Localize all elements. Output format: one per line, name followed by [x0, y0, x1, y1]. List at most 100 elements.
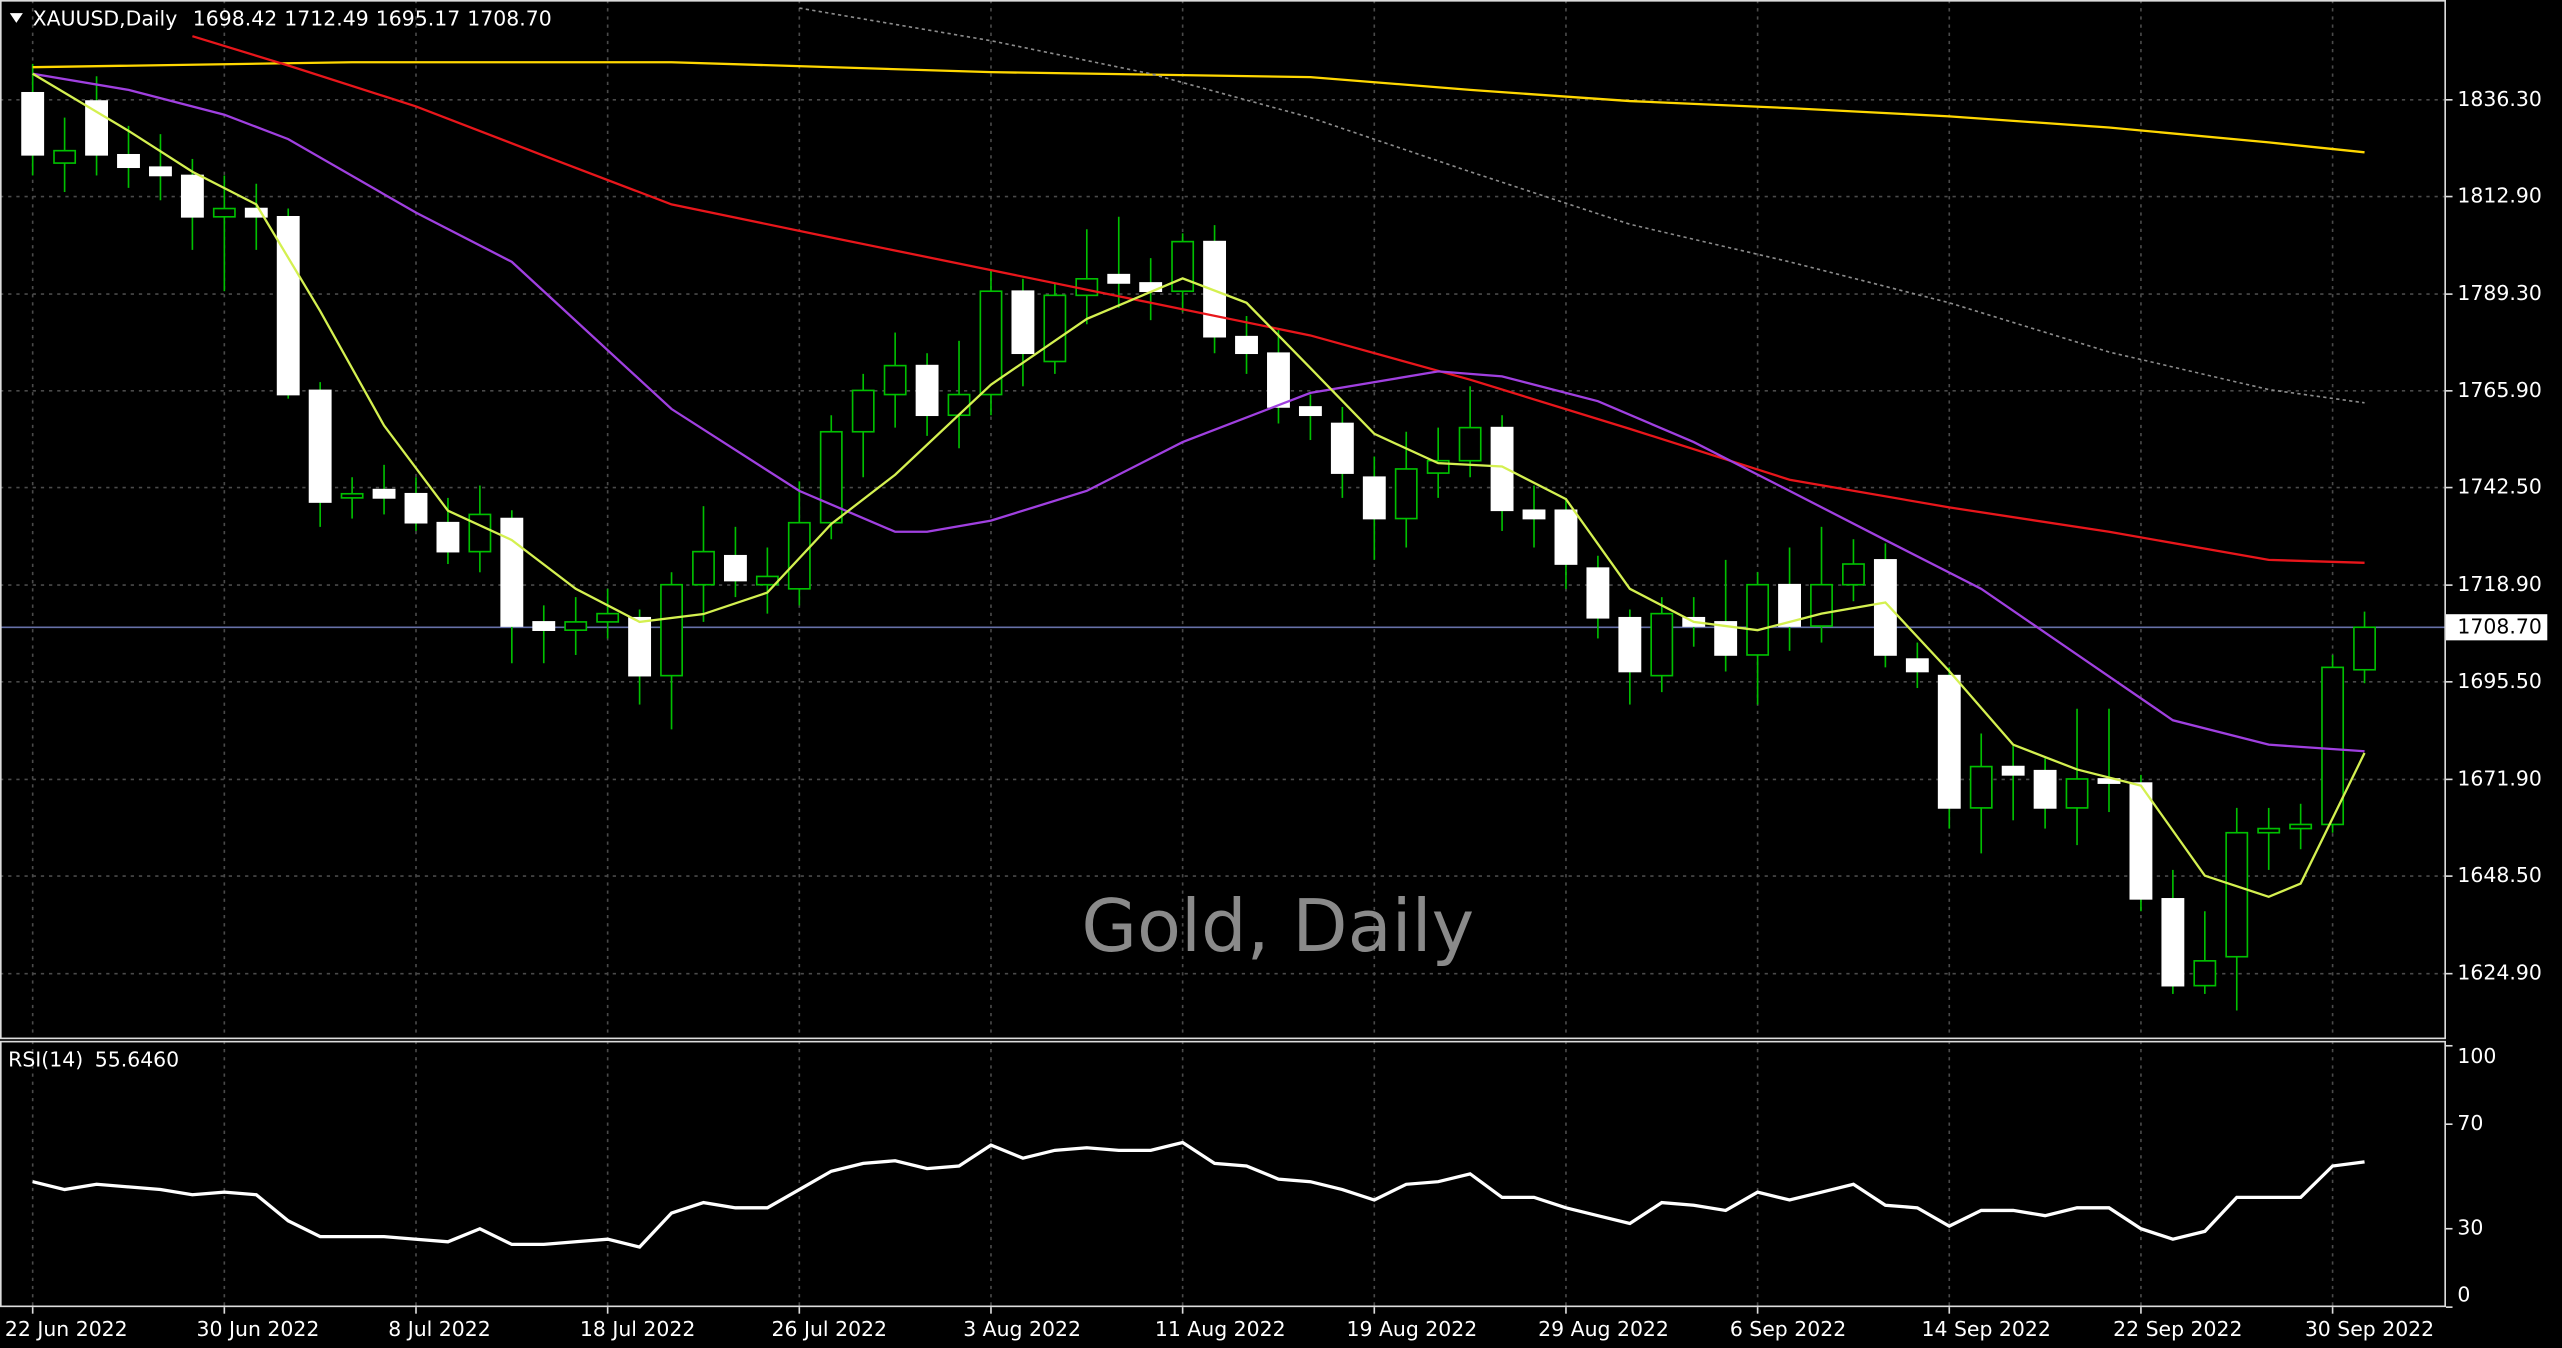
- candle-body-down: [1873, 559, 1897, 656]
- candle-body-down: [500, 517, 524, 627]
- y-tick-label: 1624.90: [2457, 961, 2541, 985]
- candle-body-down: [244, 207, 268, 218]
- candle-body-down: [1714, 621, 1738, 656]
- candle-body-down: [149, 166, 172, 177]
- candle-body-down: [85, 100, 109, 156]
- candle-body-down: [1267, 352, 1290, 408]
- x-tick-label: 18 Jul 2022: [580, 1317, 696, 1341]
- candle-body-up: [1650, 612, 1674, 677]
- rsi-tick-label: 100: [2457, 1044, 2496, 1068]
- y-tick-label: 1742.50: [2457, 475, 2541, 499]
- y-tick-label: 1836.30: [2457, 87, 2541, 111]
- grid-layer: [0, 0, 2446, 1308]
- mark-layer: [0, 7, 2446, 1249]
- candle-body-up: [1043, 294, 1067, 363]
- candle-body-down: [372, 488, 396, 499]
- candle-body-down: [1011, 290, 1035, 355]
- moving-average-line: [192, 35, 2365, 564]
- candle-body-down: [21, 91, 45, 156]
- candle-body-up: [851, 389, 875, 433]
- candle-body-down: [2129, 782, 2153, 900]
- candle-body-down: [1618, 616, 1642, 673]
- candle-body-up: [2257, 827, 2281, 834]
- candle-body-down: [1554, 509, 1578, 565]
- candle-body-down: [308, 389, 332, 503]
- candle-body-up: [2289, 823, 2313, 830]
- candle-body-up: [1746, 583, 1770, 656]
- last-price-box: [2445, 614, 2548, 641]
- candle-body-down: [2161, 898, 2185, 987]
- x-tick-label: 19 Aug 2022: [1347, 1317, 1478, 1341]
- candle-body-up: [692, 550, 715, 586]
- x-tick-label: 8 Jul 2022: [388, 1317, 491, 1341]
- y-tick-label: 1695.50: [2457, 669, 2541, 693]
- x-tick-label: 26 Jul 2022: [772, 1317, 888, 1341]
- candle-body-up: [2321, 666, 2345, 826]
- candle-body-up: [979, 290, 1003, 396]
- candle-body-down: [532, 621, 556, 631]
- candle-body-down: [1235, 335, 1258, 355]
- candle-body-up: [212, 207, 236, 218]
- candle-body-up: [787, 521, 811, 590]
- candle-body-down: [1203, 240, 1227, 338]
- candle-body-up: [1394, 468, 1418, 520]
- y-tick-label: 1789.30: [2457, 281, 2541, 305]
- candle-body-up: [819, 430, 843, 524]
- rsi-line: [32, 1140, 2365, 1249]
- last-price-label: 1708.70: [2457, 614, 2541, 638]
- candle-body-down: [723, 554, 747, 582]
- candle-body-down: [1107, 273, 1131, 284]
- candle-body-up: [2065, 778, 2089, 809]
- rsi-title: RSI(14): [8, 1047, 83, 1071]
- watermark: Gold, Daily: [1081, 884, 1474, 968]
- candle-body-up: [1810, 583, 1833, 627]
- candle-body-down: [404, 492, 428, 524]
- candle-body-down: [1778, 583, 1801, 627]
- candle-body-up: [340, 492, 364, 499]
- x-tick-label: 3 Aug 2022: [963, 1317, 1081, 1341]
- candle-body-up: [53, 149, 77, 164]
- candle-body-down: [117, 153, 140, 169]
- x-tick-label: 30 Sep 2022: [2305, 1317, 2434, 1341]
- candle-body-down: [1905, 658, 1929, 673]
- candle-body-down: [1522, 509, 1546, 520]
- candle-body-up: [1969, 765, 1993, 809]
- x-tick-label: 29 Aug 2022: [1538, 1317, 1669, 1341]
- candle-body-down: [276, 215, 300, 396]
- x-tick-label: 11 Aug 2022: [1155, 1317, 1286, 1341]
- y-tick-label: 1765.90: [2457, 378, 2541, 402]
- candle-body-down: [2001, 765, 2025, 776]
- candle-body-up: [2225, 831, 2249, 958]
- header-close: 1708.70: [467, 7, 551, 31]
- moving-average-line: [32, 72, 2365, 753]
- x-tick-label: 30 Jun 2022: [197, 1317, 320, 1341]
- header-open: 1698.42: [193, 7, 277, 31]
- candle-body-up: [468, 513, 492, 553]
- candle-body-up: [947, 393, 971, 417]
- candle-body-up: [2353, 626, 2376, 671]
- candle-body-up: [1458, 426, 1482, 462]
- moving-average-line: [799, 7, 2365, 404]
- candle-body-down: [2033, 769, 2057, 809]
- header-high: 1712.49: [284, 7, 368, 31]
- y-tick-label: 1648.50: [2457, 863, 2541, 887]
- candle-body-down: [1937, 674, 1961, 809]
- header-low: 1695.17: [376, 7, 460, 31]
- candle-body-down: [436, 521, 460, 553]
- candle-body-up: [564, 621, 588, 631]
- candle-body-up: [1842, 563, 1865, 586]
- y-tick-label: 1671.90: [2457, 766, 2541, 790]
- candle-body-up: [596, 612, 620, 623]
- x-tick-label: 6 Sep 2022: [1730, 1317, 1846, 1341]
- rsi-tick-label: 0: [2457, 1283, 2470, 1307]
- y-tick-label: 1812.90: [2457, 184, 2541, 208]
- x-tick-label: 22 Sep 2022: [2113, 1317, 2242, 1341]
- rsi-tick-label: 70: [2457, 1111, 2483, 1135]
- price-panel-border: [0, 0, 2446, 1040]
- candle-body-down: [1330, 422, 1354, 474]
- candle-body-up: [2193, 960, 2217, 987]
- candle-body-up: [660, 583, 683, 677]
- candle-body-down: [915, 364, 939, 417]
